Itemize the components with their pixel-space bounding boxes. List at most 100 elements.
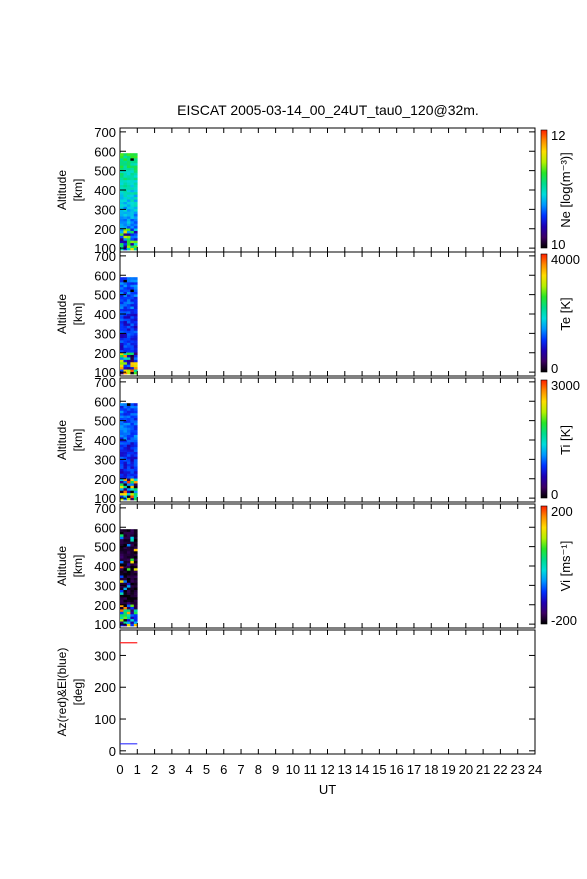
heatmap-cell [126,427,131,431]
y-tick-label: 400 [94,307,116,322]
heatmap-cell [126,349,131,353]
heatmap-cell [120,434,124,438]
x-tick-label: 16 [389,762,403,777]
heatmap-cell [126,577,131,581]
heatmap-cell [123,444,128,448]
heatmap-cell [123,230,128,234]
colorbar-label: Te [K] [558,297,573,330]
heatmap-cell [126,478,131,481]
heatmap-cell [123,461,128,465]
heatmap-cell [123,201,128,205]
heatmap-cell [133,237,138,241]
heatmap-cell [120,623,124,627]
heatmap-cell [120,613,124,617]
heatmap-cell [133,225,138,229]
heatmap-cell [130,366,135,370]
heatmap-cell [120,347,124,351]
y-axis-unit: [km] [71,303,85,326]
heatmap-cell [120,223,124,227]
y-tick-label: 100 [94,241,116,256]
heatmap-cell [133,606,138,610]
heatmap-cell [133,332,138,336]
heatmap-cell [130,179,135,183]
heatmap-cell [120,204,124,207]
heatmap-cell [133,189,138,193]
x-tick-label: 15 [372,762,386,777]
heatmap-cell [120,473,124,477]
heatmap-cell [126,158,131,161]
heatmap-cell [130,580,135,583]
heatmap-cell [130,167,135,171]
heatmap-cell [133,313,138,317]
x-tick-label: 8 [255,762,262,777]
y-tick-label: 300 [94,326,116,341]
heatmap-cell [133,580,138,583]
heatmap-cell [126,153,131,156]
heatmap-cell [126,325,131,329]
heatmap-cell [126,225,131,229]
heatmap-cell [133,454,138,457]
heatmap-cell [126,199,131,202]
heatmap-cell [133,233,138,236]
heatmap-cell [120,543,124,547]
x-tick-label: 22 [493,762,507,777]
heatmap-cell [123,403,128,406]
heatmap-cell [123,311,128,314]
heatmap-cell [130,242,135,246]
heatmap-cell [123,194,128,198]
heatmap-cell [130,194,135,198]
heatmap-cell [133,216,138,219]
heatmap-cell [123,340,128,343]
heatmap-cell [126,182,131,185]
heatmap-cell [120,364,124,368]
colorbar [540,253,548,373]
heatmap-cell [120,463,124,467]
heatmap-cell [120,311,124,314]
heatmap-cell [120,301,124,305]
heatmap-cell [120,165,124,169]
heatmap-cell [123,167,128,171]
y-axis-label: Az(red)&El(blue) [55,648,69,737]
heatmap-cell [130,410,135,414]
heatmap-cell [126,604,131,607]
heatmap-cell [120,155,124,159]
heatmap-cell [130,187,135,190]
y-tick-label: 200 [94,472,116,487]
heatmap-cell [123,349,128,353]
heatmap-cell [133,599,138,603]
heatmap-cell [126,492,131,496]
heatmap-cell [133,357,138,360]
heatmap-cell [123,199,128,202]
heatmap-cell [120,417,124,421]
heatmap-cell [126,301,131,305]
heatmap-cell [133,170,138,173]
heatmap-cell [130,485,135,489]
heatmap-cell [133,194,138,198]
heatmap-cell [120,599,124,603]
heatmap-cell [130,213,135,217]
heatmap-cell [126,371,131,375]
heatmap-cell [133,597,138,600]
heatmap-cell [120,621,124,624]
heatmap-cell [130,587,135,591]
heatmap-cell [133,546,138,549]
heatmap-cell [133,553,138,557]
heatmap-cell [120,345,124,348]
heatmap-cell [130,160,135,164]
heatmap-cell [120,182,124,185]
heatmap-cell [133,403,138,406]
heatmap-cell [120,237,124,241]
heatmap-cell [120,420,124,423]
heatmap-cell [120,199,124,202]
heatmap-cell [123,337,128,341]
y-tick-label: 300 [94,578,116,593]
heatmap-cell [130,451,135,455]
heatmap-cell [120,565,124,569]
heatmap-cell [133,349,138,353]
heatmap-cell [120,429,124,433]
y-tick-label: 100 [94,365,116,380]
heatmap-cell [126,534,131,537]
heatmap-cell [126,613,131,617]
heatmap-cell [120,340,124,343]
